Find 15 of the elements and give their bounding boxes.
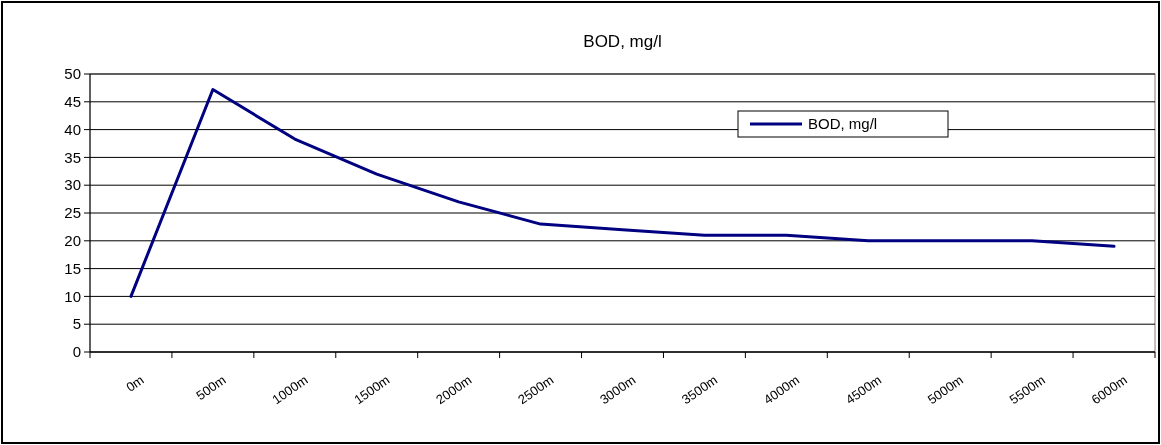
y-tick-label: 20 [64, 232, 81, 250]
y-tick-label: 5 [72, 315, 81, 333]
y-tick-label: 15 [64, 259, 81, 277]
line-series [129, 88, 1116, 298]
y-tick-label: 30 [64, 176, 81, 194]
chart-title: BOD, mg/l [583, 32, 662, 51]
legend-label: BOD, mg/l [808, 115, 878, 133]
x-tick-label: 0m [123, 372, 147, 395]
y-tick-label: 45 [64, 93, 81, 111]
y-tick-label: 25 [64, 204, 81, 222]
y-tick-label: 50 [64, 65, 81, 83]
y-tick-label: 0 [72, 343, 81, 361]
y-tick-label: 40 [64, 120, 81, 138]
y-tick-label: 35 [64, 148, 81, 166]
y-tick-label: 10 [64, 287, 81, 305]
